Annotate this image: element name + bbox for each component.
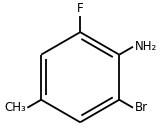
Text: Br: Br [135,101,148,114]
Text: CH₃: CH₃ [4,101,26,114]
Text: NH₂: NH₂ [135,40,157,53]
Text: F: F [77,2,83,15]
